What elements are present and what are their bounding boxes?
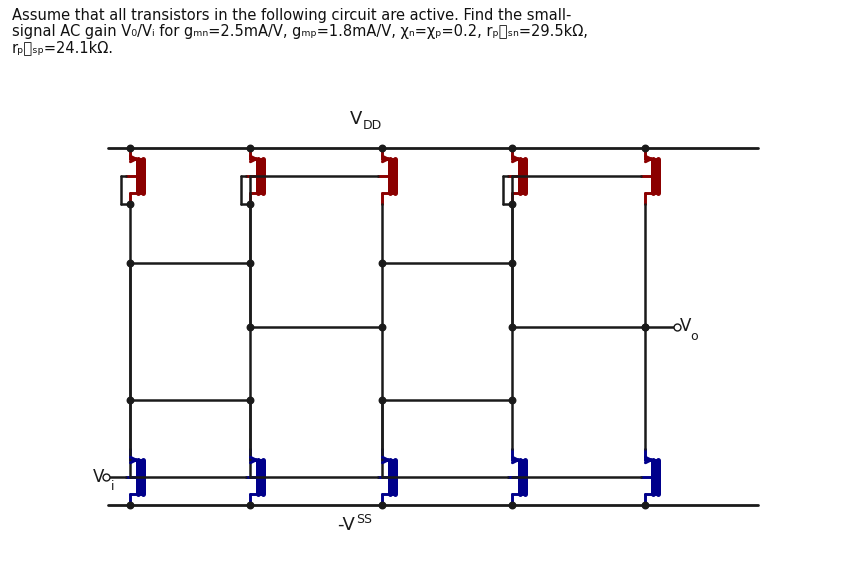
Text: rₚ₟ₛₚ=24.1kΩ.: rₚ₟ₛₚ=24.1kΩ. — [12, 40, 114, 55]
Point — [505, 323, 519, 332]
Point — [124, 199, 137, 208]
Text: o: o — [690, 330, 698, 343]
Text: DD: DD — [363, 119, 382, 132]
Text: V: V — [92, 468, 104, 486]
Text: i: i — [111, 480, 114, 493]
Point — [124, 501, 137, 510]
Point — [124, 258, 137, 267]
Point — [376, 395, 389, 404]
Point — [505, 199, 519, 208]
Point — [244, 144, 257, 153]
Point — [244, 258, 257, 267]
Text: V: V — [349, 110, 362, 128]
Text: signal AC gain V₀/Vᵢ for gₘₙ=2.5mA/V, gₘₚ=1.8mA/V, χₙ=χₚ=0.2, rₚ₟ₛₙ=29.5kΩ,: signal AC gain V₀/Vᵢ for gₘₙ=2.5mA/V, gₘ… — [12, 24, 588, 39]
Point — [638, 144, 651, 153]
Point — [376, 144, 389, 153]
Point — [638, 323, 651, 332]
Point — [124, 144, 137, 153]
Point — [244, 395, 257, 404]
Point — [376, 323, 389, 332]
Text: -V: -V — [337, 516, 355, 534]
Point — [244, 199, 257, 208]
Point — [124, 395, 137, 404]
Point — [244, 323, 257, 332]
Point — [505, 395, 519, 404]
Point — [638, 323, 651, 332]
Point — [638, 501, 651, 510]
Text: V: V — [680, 317, 691, 335]
Point — [505, 144, 519, 153]
Point — [505, 258, 519, 267]
Point — [376, 501, 389, 510]
Point — [244, 501, 257, 510]
Point — [505, 501, 519, 510]
Text: SS: SS — [356, 513, 372, 526]
Text: Assume that all transistors in the following circuit are active. Find the small-: Assume that all transistors in the follo… — [12, 8, 571, 23]
Point — [376, 258, 389, 267]
